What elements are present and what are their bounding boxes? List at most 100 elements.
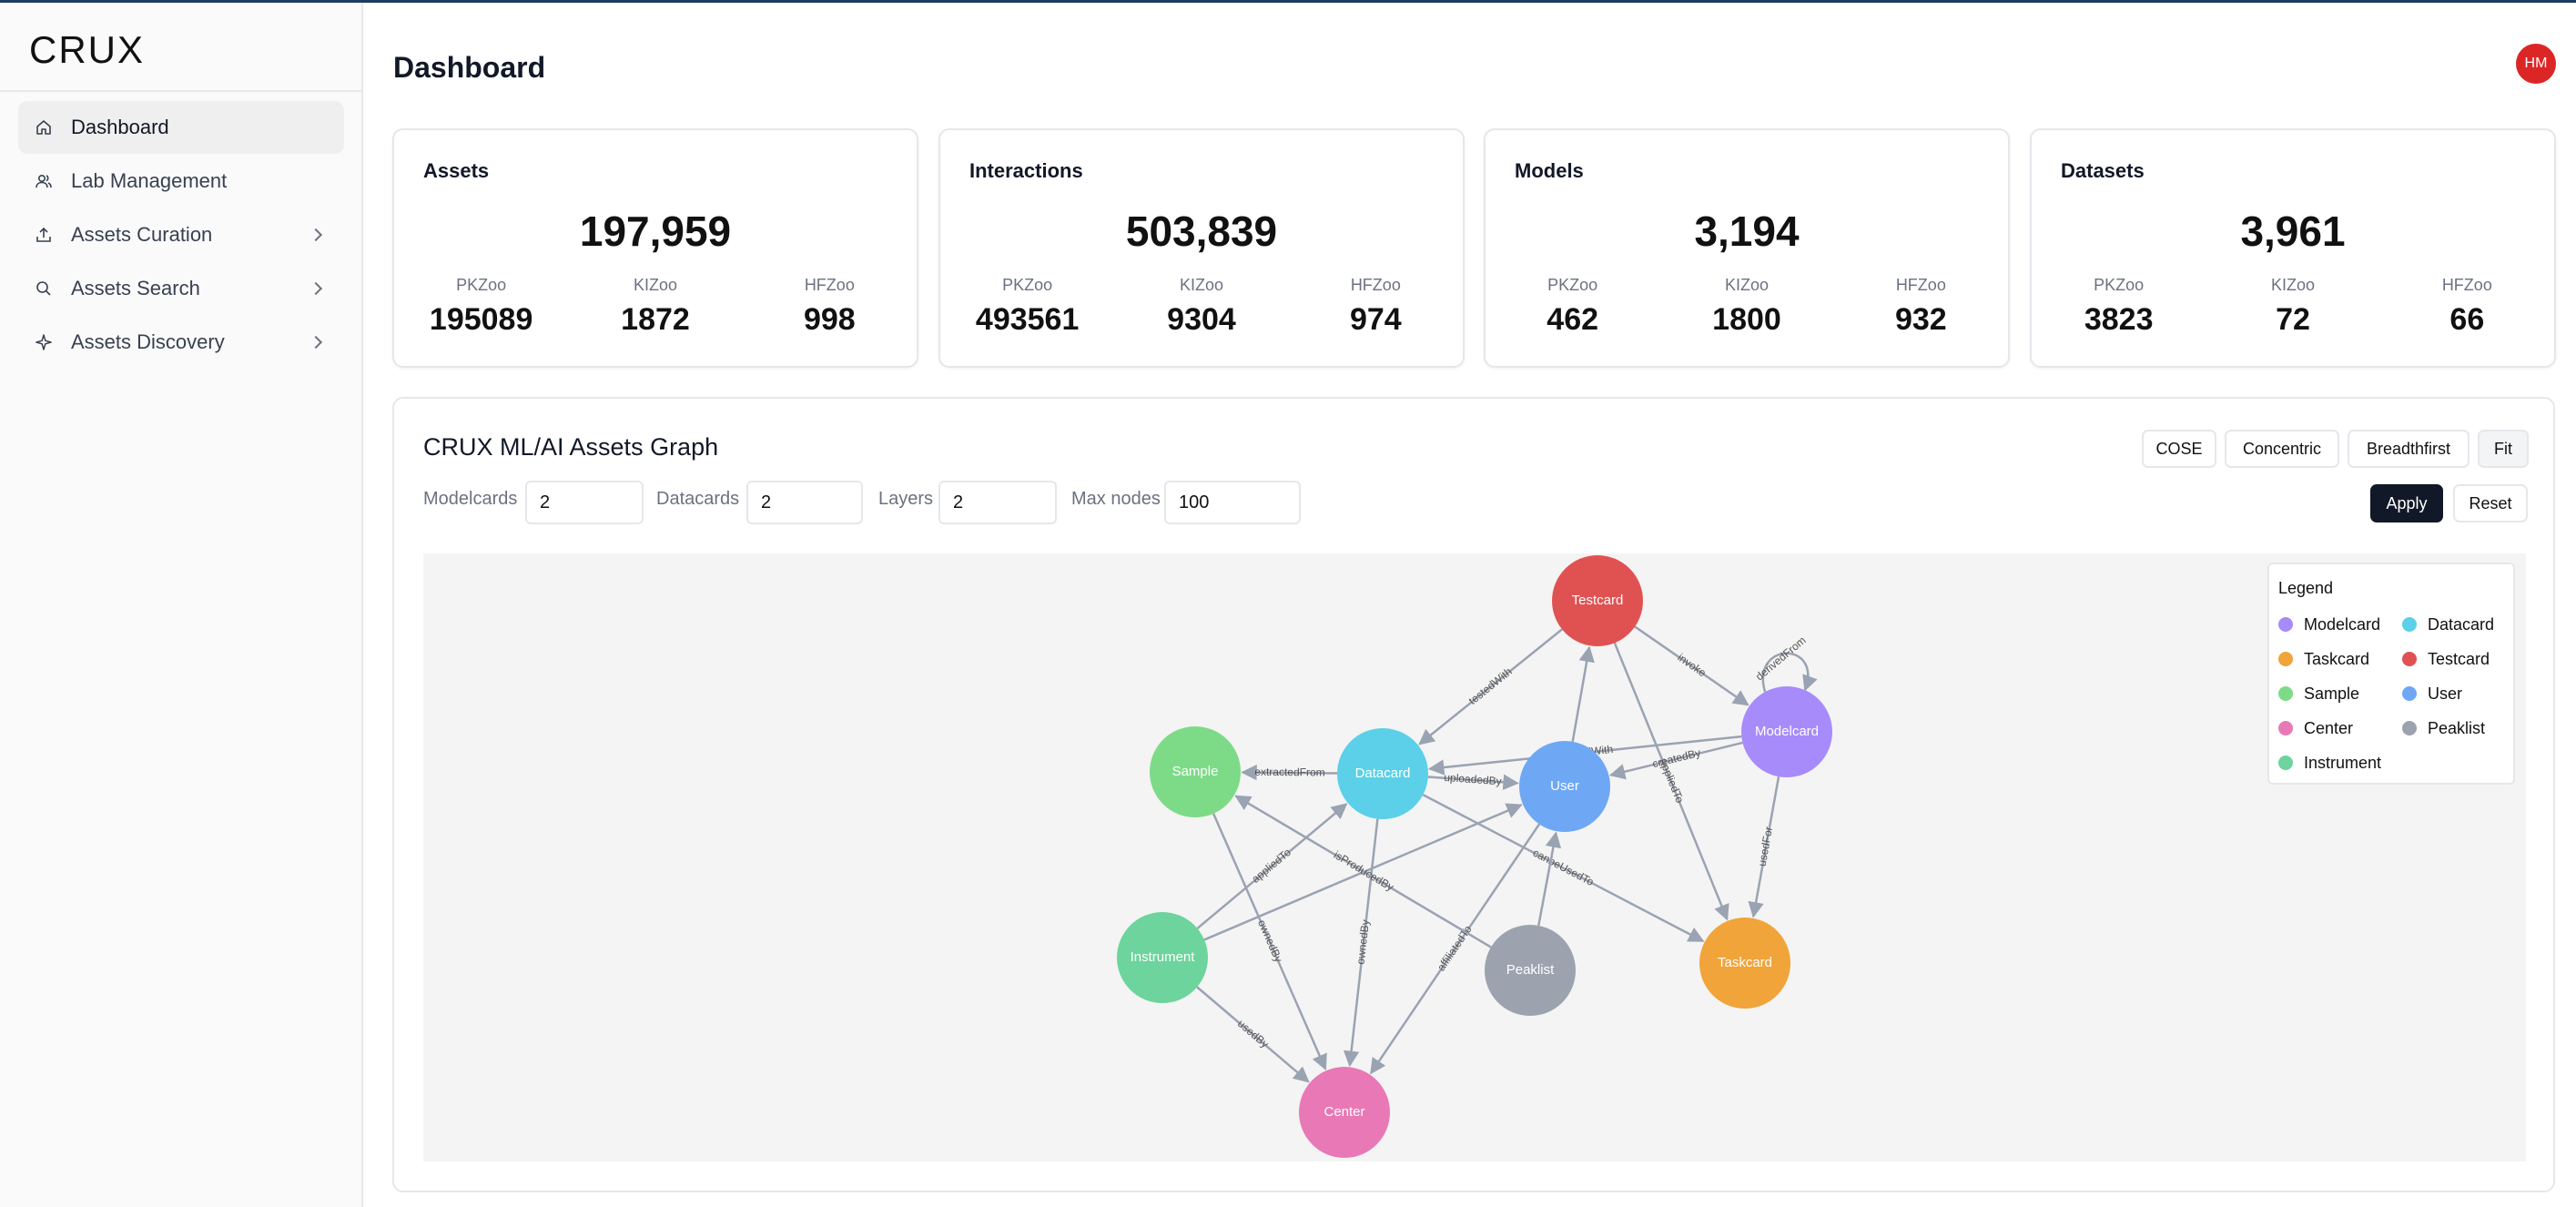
graph-edge-testcard-modelcard: invoke (1634, 625, 1749, 706)
breakdown-item: PKZoo 3823 (2032, 276, 2206, 338)
node-label: Center (1323, 1104, 1364, 1120)
node-circle[interactable] (1117, 912, 1208, 1003)
sidebar-nav: Dashboard Lab Management Assets Curation… (18, 101, 344, 370)
breakdown-item: KIZoo 1800 (1659, 276, 1833, 338)
node-circle[interactable] (1337, 728, 1428, 819)
modelcards-input[interactable]: 2 (525, 481, 644, 524)
edge-label: appliedTo (1249, 846, 1293, 886)
legend-swatch (2278, 756, 2293, 770)
graph-node-peaklist[interactable]: Peaklist (1485, 925, 1576, 1016)
graph-node-modelcard[interactable]: Modelcard (1741, 686, 1832, 777)
chevron-right-icon (309, 335, 323, 350)
legend-item-datacard: Datacard (2402, 614, 2506, 635)
graph-edge-modelcard-modelcard: derivedFrom (1753, 634, 1818, 693)
apply-button[interactable]: Apply (2370, 484, 2443, 522)
breakdown-value: 998 (803, 302, 856, 337)
card-title: Interactions (969, 159, 1083, 182)
graph-node-testcard[interactable]: Testcard (1552, 555, 1643, 646)
sidebar-item-label: Dashboard (71, 116, 169, 138)
legend-item-taskcard: Taskcard (2278, 648, 2402, 670)
node-circle[interactable] (1552, 555, 1643, 646)
legend-label: Instrument (2304, 753, 2382, 772)
breakdown-value: 72 (2276, 302, 2310, 337)
legend-item-user: User (2402, 683, 2506, 705)
legend-item-peaklist: Peaklist (2402, 717, 2506, 739)
breakdown-item: HFZoo 66 (2380, 276, 2554, 338)
edge-label: affiliatedTo (1435, 923, 1475, 973)
sidebar-item-assets-discovery[interactable]: Assets Discovery (18, 316, 344, 369)
graph-svg[interactable]: testedWithinvokeappliedToderivedFromtrai… (423, 553, 2526, 1161)
node-circle[interactable] (1519, 741, 1610, 832)
breakdown-item: HFZoo 998 (743, 276, 917, 338)
breakdown-item: PKZoo 493561 (940, 276, 1114, 338)
sidebar: CRUX Dashboard Lab Management Assets Cur… (0, 3, 363, 1207)
breakdown-item: KIZoo 9304 (1114, 276, 1288, 338)
node-circle[interactable] (1150, 726, 1241, 817)
node-label: User (1550, 778, 1579, 794)
edge-label: testedWith (1466, 664, 1515, 706)
graph-nodes: Testcard Modelcard Sample Datacard User Instr… (1117, 555, 1832, 1158)
legend-label: Peaklist (2428, 718, 2486, 737)
graph-node-instrument[interactable]: Instrument (1117, 912, 1208, 1003)
layout-concentric-button[interactable]: Concentric (2225, 430, 2339, 468)
node-label: Sample (1172, 764, 1219, 779)
legend-swatch (2278, 686, 2293, 701)
chevron-right-icon (309, 281, 323, 296)
node-circle[interactable] (1485, 925, 1576, 1016)
layout-breadthfirst-button[interactable]: Breadthfirst (2348, 430, 2470, 468)
breakdown-label: KIZoo (633, 276, 677, 294)
layers-input[interactable]: 2 (938, 481, 1057, 524)
graph-node-user[interactable]: User (1519, 741, 1610, 832)
legend-swatch (2278, 652, 2293, 666)
graph-node-sample[interactable]: Sample (1150, 726, 1241, 817)
crux-logo[interactable]: CRUX (29, 28, 145, 72)
legend-label: Center (2304, 718, 2354, 737)
upload-icon (35, 226, 53, 244)
graph-canvas[interactable]: testedWithinvokeappliedToderivedFromtrai… (423, 553, 2526, 1161)
legend-swatch (2402, 617, 2417, 632)
sidebar-item-assets-curation[interactable]: Assets Curation (18, 208, 344, 261)
max-nodes-input[interactable]: 100 (1164, 481, 1301, 524)
legend-label: User (2428, 684, 2463, 703)
graph-edge-testcard-taskcard: appliedTo (1613, 642, 1729, 921)
graph-title: CRUX ML/AI Assets Graph (423, 433, 719, 461)
top-accent-bar (0, 0, 2576, 3)
breakdown-item: HFZoo 974 (1289, 276, 1463, 338)
legend-item-sample: Sample (2278, 683, 2402, 705)
card-breakdown: PKZoo 462 KIZoo 1800 HFZoo 932 (1486, 276, 2008, 338)
sidebar-item-label: Assets Curation (71, 223, 213, 246)
graph-edge-modelcard-taskcard: usedFor (1748, 776, 1780, 918)
breakdown-label: PKZoo (456, 276, 507, 294)
graph-edge-datacard-user: uploadedBy (1427, 771, 1519, 790)
reset-button[interactable]: Reset (2453, 484, 2528, 522)
breakdown-item: PKZoo 195089 (394, 276, 568, 338)
card-breakdown: PKZoo 195089 KIZoo 1872 HFZoo 998 (394, 276, 917, 338)
breakdown-label: PKZoo (1002, 276, 1053, 294)
breakdown-label: PKZoo (2094, 276, 2145, 294)
fit-button[interactable]: Fit (2478, 430, 2529, 468)
layout-cose-button[interactable]: COSE (2142, 430, 2216, 468)
node-label: Instrument (1131, 949, 1196, 965)
sidebar-item-lab-management[interactable]: Lab Management (18, 155, 344, 208)
datacards-input[interactable]: 2 (746, 481, 863, 524)
stat-card-interactions: Interactions 503,839 PKZoo 493561 KIZoo 93… (938, 128, 1465, 368)
legend-item-testcard: Testcard (2402, 648, 2506, 670)
legend-swatch (2278, 721, 2293, 735)
sidebar-item-assets-search[interactable]: Assets Search (18, 262, 344, 315)
graph-edge-peaklist-user (1537, 831, 1562, 927)
avatar[interactable]: HM (2516, 44, 2556, 84)
node-circle[interactable] (1741, 686, 1832, 777)
breakdown-label: KIZoo (2270, 276, 2315, 294)
node-circle[interactable] (1299, 1067, 1390, 1158)
breakdown-label: KIZoo (1724, 276, 1769, 294)
graph-node-center[interactable]: Center (1299, 1067, 1390, 1158)
breakdown-value: 1872 (621, 302, 690, 337)
sidebar-divider (0, 90, 361, 92)
breakdown-value: 66 (2449, 302, 2485, 337)
legend-label: Modelcard (2304, 614, 2381, 634)
graph-node-datacard[interactable]: Datacard (1337, 728, 1428, 819)
node-circle[interactable] (1699, 918, 1790, 1009)
graph-node-taskcard[interactable]: Taskcard (1699, 918, 1790, 1009)
sidebar-item-dashboard[interactable]: Dashboard (18, 101, 344, 154)
max-nodes-label: Max nodes (1071, 489, 1161, 509)
